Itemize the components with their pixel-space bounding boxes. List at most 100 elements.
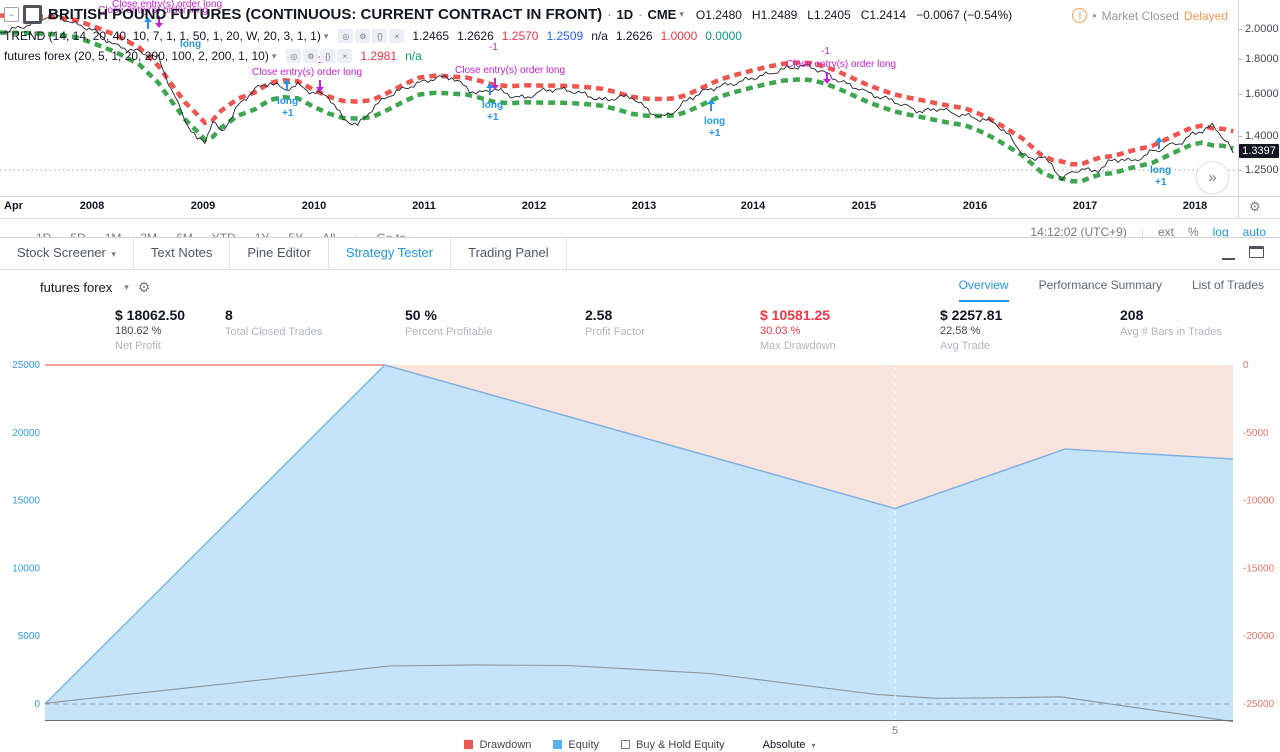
hide-icon[interactable]: ◎ <box>286 49 302 63</box>
trend-upper-band <box>0 13 1234 167</box>
stat-value: $ 18062.50 <box>115 307 186 323</box>
strategy-settings-gear-icon[interactable]: ⚙ <box>137 279 151 295</box>
scale-mode-auto[interactable]: auto <box>1242 225 1266 237</box>
indicator-value: 1.0000 <box>660 29 698 43</box>
buy-hold-line <box>44 664 1234 723</box>
equity-right-axis-label: -10000 <box>1243 496 1275 507</box>
minimize-icon[interactable] <box>1222 258 1235 260</box>
range-button-1m[interactable]: 1M <box>105 231 122 237</box>
panel-tab-bar: Stock Screener ▾ Text Notes Pine Editor Str… <box>0 238 1280 270</box>
equity-chart[interactable]: 25000 20000 15000 10000 5000 0 0 -5000 -10000 -15… <box>0 353 1280 738</box>
range-button-ytd[interactable]: YTD <box>212 231 236 237</box>
symbol-title[interactable]: BRITISH POUND FUTURES (CONTINUOUS: CURRE… <box>48 6 603 23</box>
indicator-value: 0.0000 <box>705 29 742 43</box>
stat-value: 8 <box>225 307 233 323</box>
settings-icon[interactable]: ⚙ <box>303 49 319 63</box>
time-axis-tick: 2013 <box>631 200 657 212</box>
tester-tab-list-of-trades[interactable]: List of Trades <box>1191 278 1264 292</box>
stat-avg-trade: $ 2257.81 22.58 % Avg Trade <box>940 307 1002 353</box>
chart-legend: Drawdown Equity Buy & Hold Equity Absolute … <box>0 738 1280 752</box>
exchange-label[interactable]: CME <box>647 7 677 22</box>
source-code-icon[interactable]: {} <box>320 49 336 63</box>
remove-icon[interactable]: × <box>389 29 405 43</box>
tab-pine-editor[interactable]: Pine Editor <box>230 238 329 269</box>
axis-settings-gear-icon[interactable]: ⚙ <box>1249 199 1261 214</box>
goto-button[interactable]: Go to... <box>377 231 416 237</box>
interval-label[interactable]: 1D <box>616 7 634 22</box>
stat-sub-value: 30.03 % <box>760 325 801 337</box>
open-value: O1.2480 <box>695 7 742 22</box>
absolute-mode-dropdown[interactable]: Absolute ▾ <box>762 739 816 751</box>
stat-sub-value: 22.58 % <box>940 325 981 337</box>
stat-label: Avg Trade <box>940 340 990 352</box>
price-axis-tick-mark <box>1238 29 1242 30</box>
time-axis-tick: 2011 <box>412 200 436 212</box>
price-axis-tick: 2.0000 <box>1245 23 1279 35</box>
stat-label: Max Drawdown <box>760 340 836 352</box>
indicator-title[interactable]: futures forex (20, 5, 1, 20, 200, 100, 2… <box>4 49 269 63</box>
range-button-6m[interactable]: 6M <box>176 231 193 237</box>
time-axis-tick: 2015 <box>851 200 877 212</box>
time-axis-tick: Apr <box>4 200 23 212</box>
scale-mode-percent[interactable]: % <box>1187 225 1199 237</box>
legend-item-drawdown[interactable]: Drawdown <box>464 739 531 751</box>
time-axis[interactable]: Apr 2008 2009 2010 2011 2012 2013 2014 2015 2016 2… <box>0 196 1238 218</box>
chevron-down-icon[interactable]: ▾ <box>323 30 329 41</box>
tab-stock-screener[interactable]: Stock Screener ▾ <box>0 238 134 269</box>
chevron-down-icon[interactable]: ▾ <box>271 50 277 61</box>
indicator-row-trend[interactable]: TREND (14, 14, 20, 40, 10, 7, 1, 1, 50, … <box>4 28 1012 44</box>
market-status: ! • Market Closed Delayed <box>1072 8 1228 23</box>
tester-tab-overview[interactable]: Overview <box>958 270 1009 302</box>
price-axis-tick-mark <box>1238 136 1242 137</box>
strategy-name[interactable]: futures forex <box>40 280 113 295</box>
collapse-icon[interactable]: − <box>4 7 19 22</box>
legend-item-buyhold[interactable]: Buy & Hold Equity <box>621 739 725 751</box>
indicator-value: 1.2981 <box>360 49 398 63</box>
price-chart-pane[interactable]: Close entry(s) order long Close entry(s) … <box>0 0 1280 237</box>
range-button-5d[interactable]: 5D <box>70 231 85 237</box>
indicator-row-strategy[interactable]: futures forex (20, 5, 1, 20, 200, 100, 2… <box>4 48 1012 64</box>
tab-strategy-tester[interactable]: Strategy Tester <box>328 238 452 269</box>
stat-value: 50 % <box>405 307 437 323</box>
price-axis[interactable]: ⚙ 2.0000 1.8000 1.6000 1.4000 1.2500 1.3397 <box>1238 0 1280 218</box>
range-buttons: 1D 5D 1M 3M 6M YTD 1Y 5Y All | Go to... <box>0 219 1280 237</box>
buyhold-swatch-icon <box>621 740 630 749</box>
source-code-icon[interactable]: {} <box>372 29 388 43</box>
maximize-icon[interactable] <box>1249 246 1264 258</box>
separator: | <box>354 231 357 237</box>
range-button-1y[interactable]: 1Y <box>255 231 270 237</box>
tab-text-notes[interactable]: Text Notes <box>133 238 231 269</box>
range-button-all[interactable]: All <box>322 231 335 237</box>
stat-label: Profit Factor <box>585 326 645 338</box>
scroll-to-recent-button[interactable]: » <box>1196 161 1229 194</box>
chevron-down-icon[interactable]: ▾ <box>679 9 684 19</box>
indicator-value: 1.2509 <box>546 29 584 43</box>
settings-icon[interactable]: ⚙ <box>355 29 371 43</box>
clock-label[interactable]: 14:12:02 (UTC+9) <box>1030 225 1127 237</box>
tab-trading-panel[interactable]: Trading Panel <box>451 238 567 269</box>
price-chart[interactable] <box>0 0 1238 196</box>
scale-mode-log[interactable]: log <box>1212 225 1229 237</box>
tester-tab-performance-summary[interactable]: Performance Summary <box>1038 278 1162 292</box>
legend-item-equity[interactable]: Equity <box>553 739 599 751</box>
indicator-title[interactable]: TREND (14, 14, 20, 40, 10, 7, 1, 1, 50, … <box>4 29 321 43</box>
remove-icon[interactable]: × <box>337 49 353 63</box>
strategy-selector[interactable]: futures forex ▾ ⚙ <box>40 279 150 296</box>
range-button-5y[interactable]: 5Y <box>288 231 303 237</box>
range-button-1d[interactable]: 1D <box>36 231 51 237</box>
hide-icon[interactable]: ◎ <box>338 29 354 43</box>
stat-percent-profitable: 50 % Percent Profitable <box>405 307 492 339</box>
range-button-3m[interactable]: 3M <box>140 231 157 237</box>
high-value: H1.2489 <box>751 7 798 22</box>
chevron-down-icon[interactable]: ▾ <box>124 282 129 292</box>
equity-right-axis-label: -20000 <box>1243 631 1275 642</box>
equity-left-axis-label: 25000 <box>12 360 40 371</box>
delayed-label[interactable]: Delayed <box>1183 8 1228 23</box>
chart-footer-toolbar[interactable]: 1D 5D 1M 3M 6M YTD 1Y 5Y All | Go to... 14:12:02 (… <box>0 219 1280 237</box>
object-tree-icon[interactable] <box>23 5 42 24</box>
warning-icon[interactable]: ! <box>1072 8 1088 23</box>
time-axis-tick: 2012 <box>521 200 547 212</box>
time-axis-separator <box>0 196 1280 197</box>
scale-mode-ext[interactable]: ext <box>1157 225 1174 237</box>
